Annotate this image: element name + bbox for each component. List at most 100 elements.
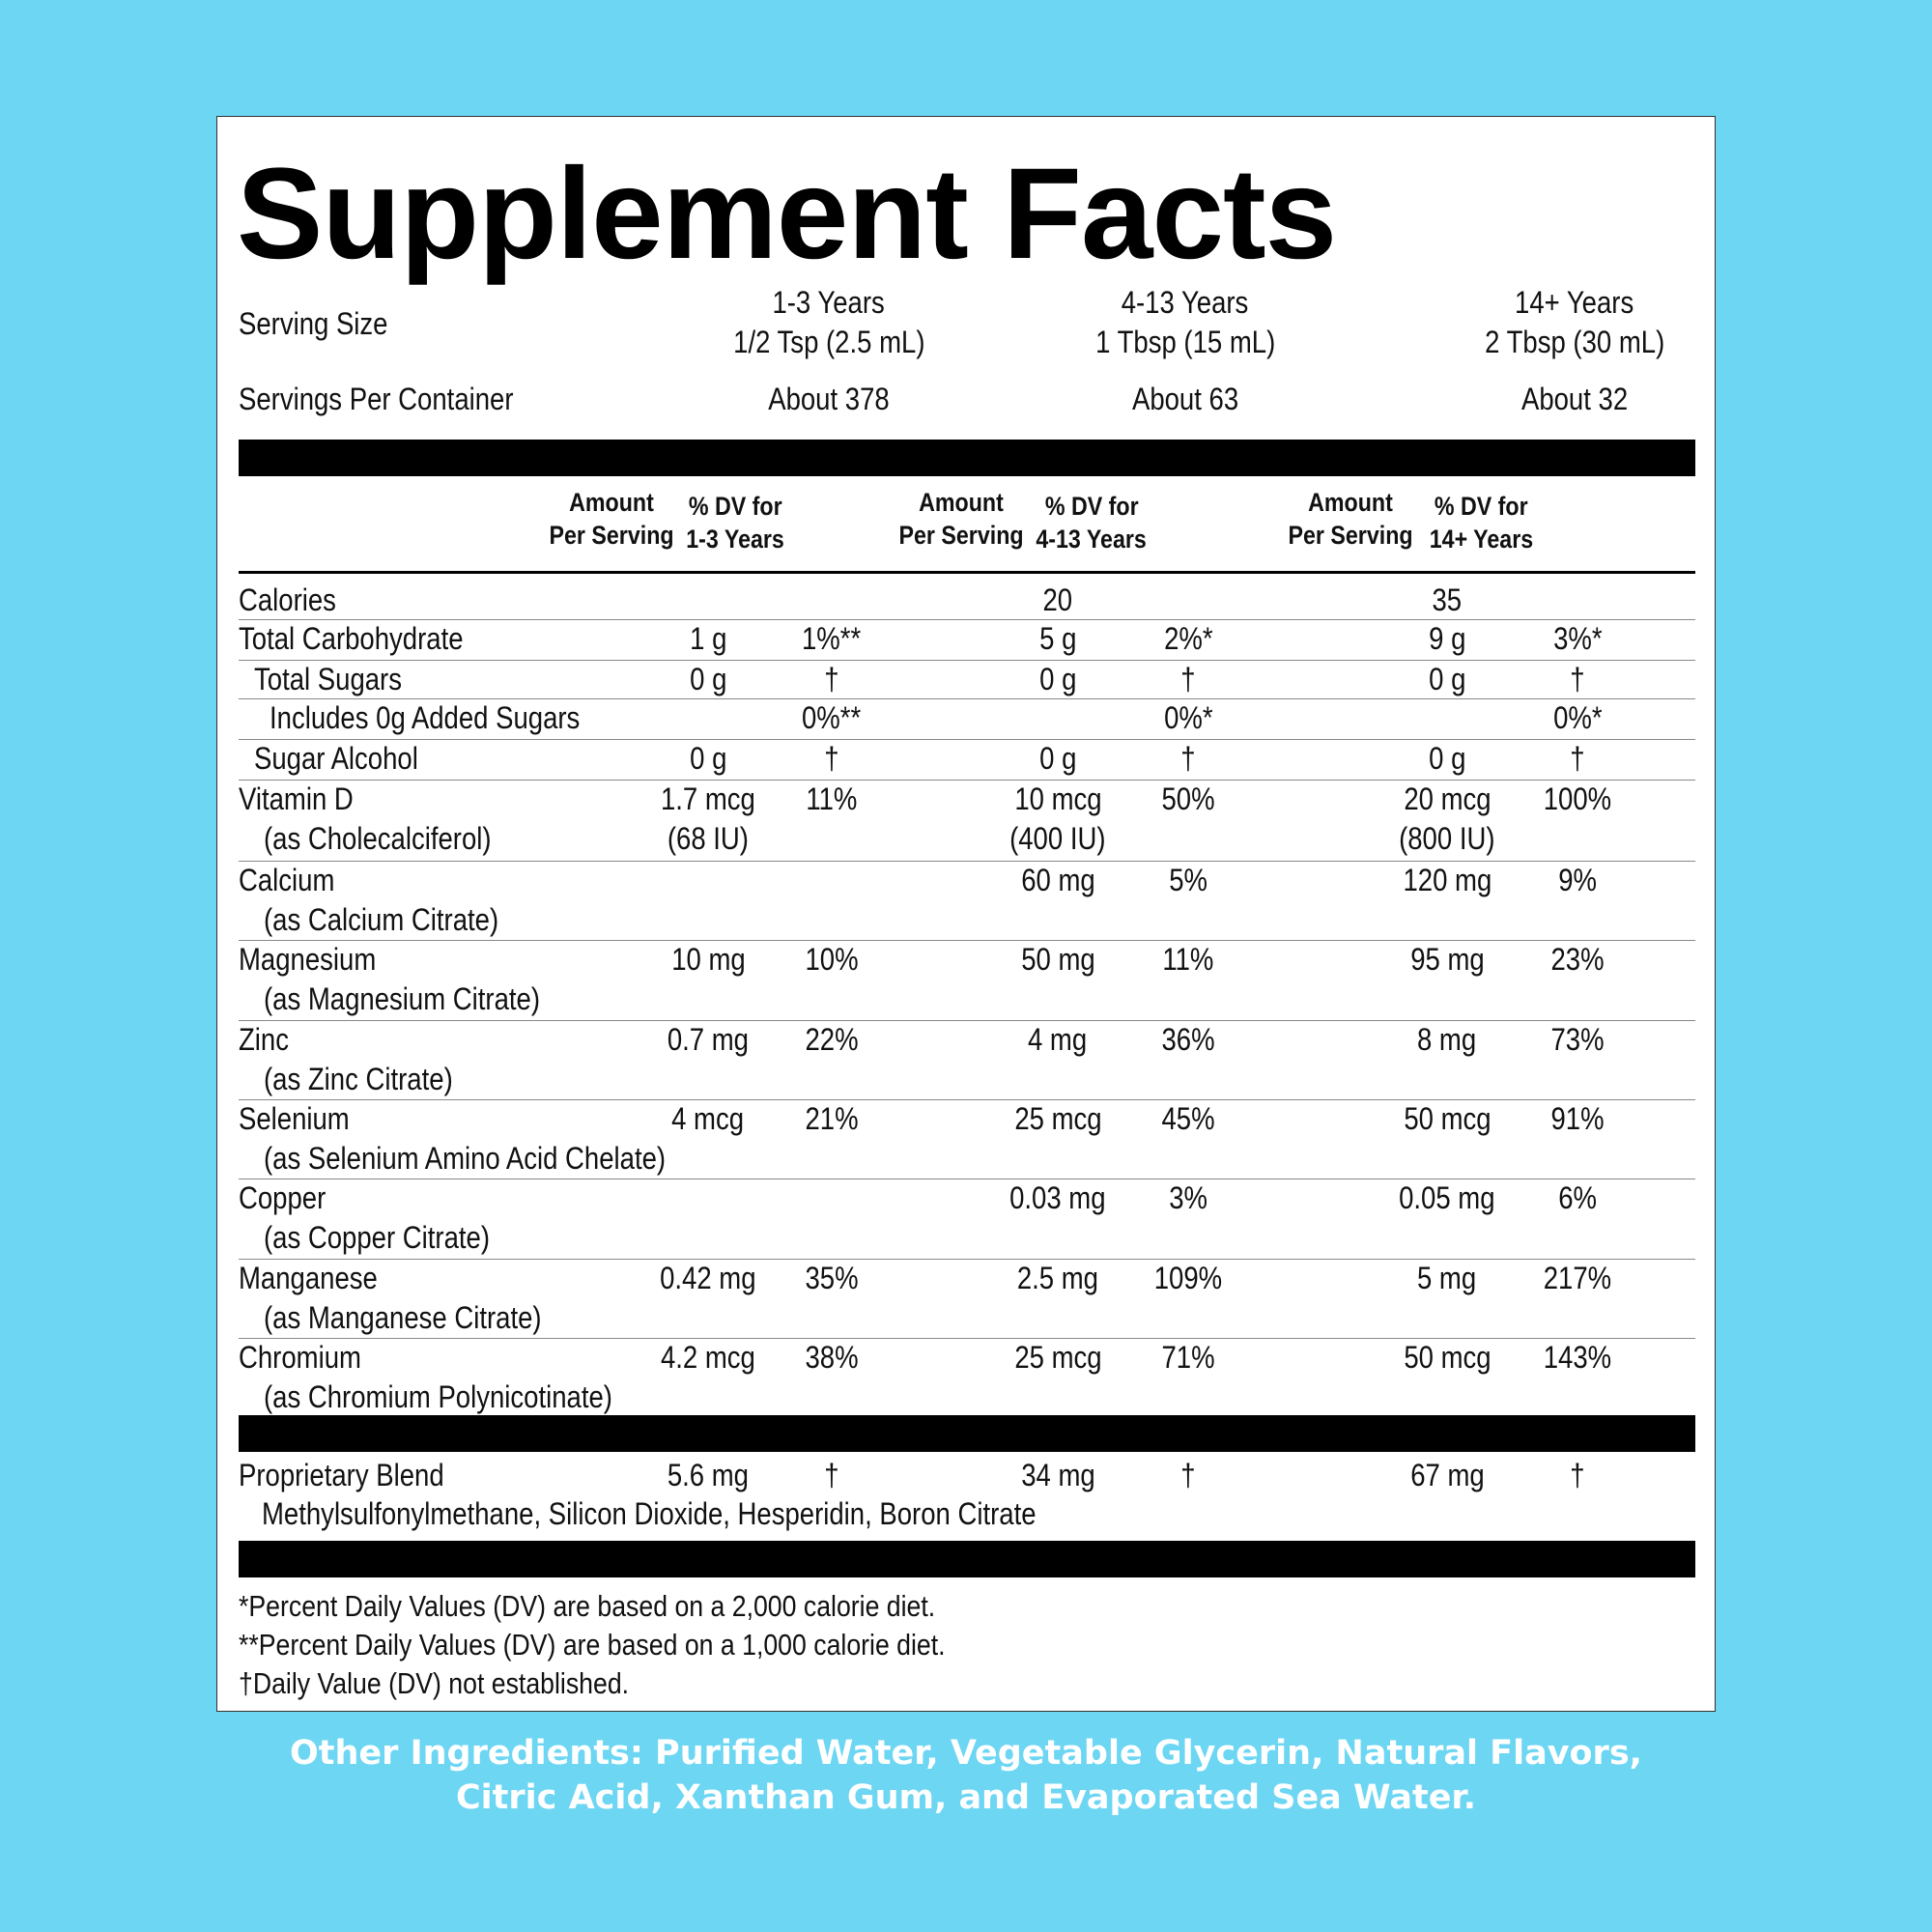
amount-cell-3: 0 g	[1428, 741, 1466, 776]
dv-cell-2: †	[1180, 741, 1196, 776]
blend-ingredients: Methylsulfonylmethane, Silicon Dioxide, …	[262, 1496, 1037, 1531]
blend-amount-1: 5.6 mg	[667, 1458, 750, 1492]
nutrient-name: Calcium	[239, 863, 335, 897]
header-divider	[239, 571, 1695, 574]
dv-cell-1	[735, 1179, 928, 1217]
row-divider	[239, 861, 1695, 862]
amount-cell-2: 0.03 mg	[1009, 1180, 1106, 1215]
blend-dv-3: †	[1570, 1458, 1585, 1492]
amount-cell-2: 2.5 mg	[1016, 1261, 1099, 1295]
amount-cell-2: 0 g	[1038, 662, 1077, 696]
serving-age-3: 14+ Years	[1515, 285, 1634, 320]
nutrient-name: Manganese	[239, 1261, 378, 1295]
dv-cell-2: 11%	[1162, 942, 1214, 977]
footnote-single-asterisk: *Percent Daily Values (DV) are based on …	[239, 1589, 936, 1623]
dv-cell-2: 45%	[1161, 1101, 1215, 1136]
blend-name: Proprietary Blend	[239, 1458, 444, 1492]
row-divider	[239, 780, 1695, 781]
dv-cell-1: 0%**	[802, 700, 862, 735]
dv-cell-3: 3%*	[1552, 621, 1603, 656]
dv-cell-2: †	[1180, 662, 1196, 696]
footnote-double-asterisk: **Percent Daily Values (DV) are based on…	[239, 1628, 946, 1662]
amount-cell-2: 50 mg	[1020, 942, 1095, 977]
blend-amount-2: 34 mg	[1020, 1458, 1095, 1492]
serving-size-3: 2 Tbsp (30 mL)	[1484, 325, 1665, 359]
amount-cell-1: 0 g	[689, 662, 727, 696]
dv-cell-2: 36%	[1161, 1022, 1215, 1057]
nutrient-source: (as Manganese Citrate)	[264, 1300, 542, 1335]
header-dv-1: % DV for 1-3 Years	[686, 492, 784, 554]
dv-cell-2: 0%*	[1163, 700, 1213, 735]
header-amount-1: Amount Per Serving	[549, 488, 674, 550]
amount-cell-3: 9 g	[1428, 621, 1466, 656]
serving-size-label: Serving Size	[239, 306, 388, 341]
dv-cell-1: 35%	[805, 1261, 859, 1295]
nutrient-name: Vitamin D	[239, 781, 354, 816]
thick-divider-middle	[239, 1415, 1695, 1452]
other-ingredients-line-2: Citric Acid, Xanthan Gum, and Evaporated…	[455, 1778, 1476, 1817]
supplement-facts-panel: Supplement Facts Serving Size Servings P…	[216, 116, 1716, 1712]
amount-cell-3: 50 mcg	[1403, 1101, 1492, 1136]
serving-size-1: 1/2 Tsp (2.5 mL)	[732, 325, 925, 359]
dv-cell-3: 143%	[1543, 1340, 1612, 1375]
dv-cell-1: 38%	[805, 1340, 859, 1375]
amount-cell-3: 20 mcg	[1403, 781, 1492, 816]
dv-cell-3: 0%*	[1552, 700, 1603, 735]
row-divider	[239, 1099, 1695, 1100]
nutrient-source: (as Chromium Polynicotinate)	[264, 1379, 612, 1414]
row-divider	[239, 940, 1695, 941]
nutrient-source: (as Selenium Amino Acid Chelate)	[264, 1141, 667, 1176]
amount-iu-cell-3: (800 IU)	[1399, 821, 1495, 856]
amount-cell-2: 20	[1042, 582, 1073, 617]
nutrient-name: Zinc	[239, 1022, 289, 1057]
header-dv-3: % DV for 14+ Years	[1429, 492, 1533, 554]
dv-cell-3: 217%	[1543, 1261, 1612, 1295]
dv-cell-1: 22%	[805, 1022, 859, 1057]
dv-cell-2: 109%	[1153, 1261, 1223, 1295]
amount-cell-3: 0.05 mg	[1399, 1180, 1495, 1215]
amount-cell-1: 10 mg	[670, 942, 746, 977]
row-divider	[239, 1338, 1695, 1339]
dv-cell-2: 2%*	[1163, 621, 1213, 656]
amount-cell-2: 25 mcg	[1013, 1340, 1102, 1375]
dv-cell-1: †	[824, 662, 839, 696]
nutrient-name: Selenium	[239, 1101, 350, 1136]
nutrient-source: (as Magnesium Citrate)	[264, 981, 540, 1016]
dv-cell-1	[735, 861, 928, 899]
amount-cell-1: 1.7 mcg	[661, 781, 755, 816]
thick-divider-top	[239, 440, 1695, 476]
dv-cell-1	[735, 581, 928, 619]
nutrient-source: (as Copper Citrate)	[264, 1220, 491, 1255]
serving-size-2: 1 Tbsp (15 mL)	[1094, 325, 1276, 359]
amount-cell-2: 60 mg	[1020, 863, 1095, 897]
nutrient-name: Copper	[239, 1180, 327, 1215]
row-divider	[239, 698, 1695, 699]
amount-cell-3: 50 mcg	[1403, 1340, 1492, 1375]
row-divider	[239, 1020, 1695, 1021]
row-divider	[239, 660, 1695, 661]
dv-cell-2: 3%	[1169, 1180, 1208, 1215]
dv-cell-1: †	[824, 741, 839, 776]
nutrient-name: Total Sugars	[254, 662, 402, 696]
thick-divider-bottom	[239, 1541, 1695, 1577]
servings-per-container-3: About 32	[1520, 382, 1629, 416]
dv-cell-3: 91%	[1550, 1101, 1605, 1136]
dv-cell-2	[1092, 581, 1285, 619]
dv-cell-3: 9%	[1558, 863, 1597, 897]
serving-age-2: 4-13 Years	[1122, 285, 1249, 320]
amount-iu-cell-2: (400 IU)	[1009, 821, 1106, 856]
nutrient-name: Sugar Alcohol	[254, 741, 418, 776]
dv-cell-2: 5%	[1169, 863, 1208, 897]
nutrient-source: (as Cholecalciferol)	[264, 821, 492, 856]
dv-cell-3: 23%	[1550, 942, 1605, 977]
dv-cell-3: 100%	[1543, 781, 1612, 816]
dv-cell-1: 11%	[806, 781, 858, 816]
amount-cell-3: 8 mg	[1417, 1022, 1477, 1057]
servings-per-container-1: About 378	[768, 382, 890, 416]
nutrient-source: (as Zinc Citrate)	[264, 1062, 453, 1096]
amount-cell-3: 0 g	[1428, 662, 1466, 696]
serving-age-1: 1-3 Years	[772, 285, 886, 320]
blend-dv-1: †	[824, 1458, 839, 1492]
amount-cell-1: 0.42 mg	[660, 1261, 756, 1295]
nutrient-name: Chromium	[239, 1340, 361, 1375]
